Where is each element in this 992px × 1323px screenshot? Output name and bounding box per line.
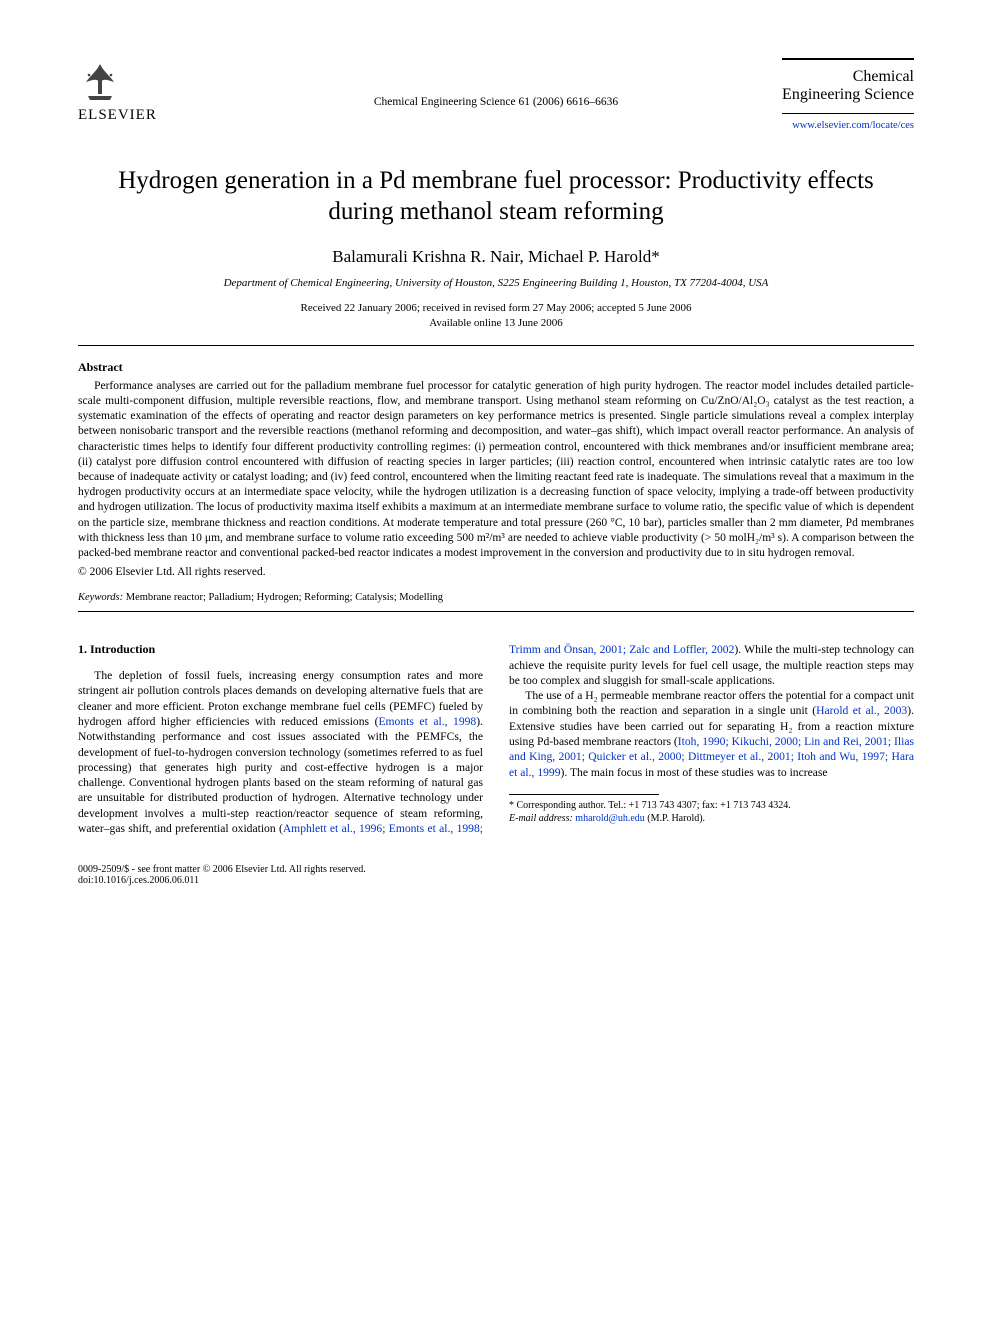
dates-online-line: Available online 13 June 2006	[429, 317, 563, 329]
author-list: Balamurali Krishna R. Nair, Michael P. H…	[78, 247, 914, 267]
intro-paragraph-2: The use of a H₂ permeable membrane react…	[509, 688, 914, 780]
journal-brand-line1: Chemical	[744, 68, 914, 86]
article-dates: Received 22 January 2006; received in re…	[78, 301, 914, 331]
journal-brand-line2: Engineering Science	[744, 86, 914, 104]
dates-received-line: Received 22 January 2006; received in re…	[301, 302, 692, 314]
abstract-bottom-rule	[78, 611, 914, 612]
journal-citation-line: Chemical Engineering Science 61 (2006) 6…	[248, 58, 744, 108]
article-title: Hydrogen generation in a Pd membrane fue…	[88, 165, 904, 228]
abstract-top-rule	[78, 345, 914, 346]
abstract-heading: Abstract	[78, 360, 914, 375]
citation-emonts-1998[interactable]: Emonts et al., 1998	[378, 715, 476, 728]
keywords-label: Keywords:	[78, 592, 123, 603]
journal-homepage-link[interactable]: www.elsevier.com/locate/ces	[744, 120, 914, 131]
journal-header: ELSEVIER Chemical Engineering Science 61…	[78, 58, 914, 131]
doi-line: doi:10.1016/j.ces.2006.06.011	[78, 875, 914, 886]
elsevier-tree-icon	[78, 58, 122, 102]
footnote-rule	[509, 794, 659, 795]
front-matter-copyright: 0009-2509/$ - see front matter © 2006 El…	[78, 864, 914, 875]
publisher-logo-block: ELSEVIER	[78, 58, 248, 124]
abstract-copyright: © 2006 Elsevier Ltd. All rights reserved…	[78, 565, 266, 580]
abstract-body: Performance analyses are carried out for…	[78, 379, 914, 580]
body-columns: 1. Introduction The depletion of fossil …	[78, 642, 914, 836]
keywords-list: Membrane reactor; Palladium; Hydrogen; R…	[126, 592, 443, 603]
author-affiliation: Department of Chemical Engineering, Univ…	[78, 277, 914, 289]
corresponding-author-footnote: * Corresponding author. Tel.: +1 713 743…	[509, 799, 914, 825]
corresponding-email-link[interactable]: mharold@uh.edu	[575, 813, 644, 824]
journal-brand-block: Chemical Engineering Science www.elsevie…	[744, 58, 914, 131]
footnote-email-label: E-mail address:	[509, 813, 573, 824]
publisher-name: ELSEVIER	[78, 107, 248, 124]
citation-harold-2003[interactable]: Harold et al., 2003	[816, 704, 907, 717]
keywords-line: Keywords: Membrane reactor; Palladium; H…	[78, 592, 914, 603]
section-1-heading: 1. Introduction	[78, 642, 483, 658]
